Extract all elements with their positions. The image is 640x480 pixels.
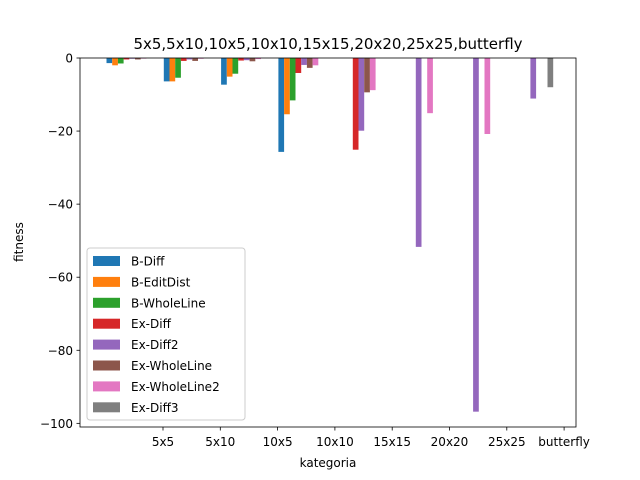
x-tick-label: butterfly bbox=[538, 435, 590, 449]
x-tick-label: 10x5 bbox=[263, 435, 293, 449]
x-axis-label: kategoria bbox=[300, 456, 357, 470]
bar bbox=[169, 58, 176, 82]
bar bbox=[352, 58, 359, 150]
bar bbox=[295, 58, 302, 73]
bar bbox=[364, 58, 370, 93]
x-tick-label: 10x10 bbox=[316, 435, 354, 449]
bar bbox=[192, 58, 198, 61]
bar bbox=[278, 58, 285, 152]
bar bbox=[306, 58, 313, 68]
y-tick-label: 0 bbox=[65, 52, 73, 66]
x-tick-label: 15x15 bbox=[373, 435, 411, 449]
bar bbox=[530, 58, 537, 99]
bar bbox=[175, 58, 181, 78]
legend-swatch bbox=[93, 339, 120, 350]
legend-label: Ex-Diff bbox=[131, 317, 172, 331]
bar bbox=[284, 58, 290, 115]
x-tick-label: 5x10 bbox=[205, 435, 235, 449]
bar bbox=[226, 58, 233, 77]
legend-label: Ex-WholeLine2 bbox=[131, 380, 220, 394]
legend-label: B-EditDist bbox=[131, 275, 191, 289]
axes-layer: 0 −20 −40 −60 −80 −100 5x5 5x10 10x5 10x10 15x15 20… bbox=[40, 52, 590, 450]
plot-frame bbox=[79, 57, 577, 428]
legend-swatch bbox=[93, 276, 120, 287]
bar bbox=[221, 58, 227, 85]
bar bbox=[117, 58, 124, 64]
legend-swatch bbox=[93, 360, 120, 371]
bar bbox=[186, 58, 193, 60]
bar bbox=[484, 58, 491, 134]
bar bbox=[547, 58, 554, 88]
legend-label: Ex-Diff3 bbox=[131, 401, 179, 415]
bar bbox=[243, 58, 250, 61]
x-tick-label: 20x20 bbox=[431, 435, 469, 449]
legend-label: Ex-WholeLine bbox=[131, 359, 212, 373]
legend-swatch bbox=[93, 402, 120, 413]
legend-label: Ex-Diff2 bbox=[131, 338, 179, 352]
legend-swatch bbox=[93, 318, 120, 329]
bar bbox=[163, 58, 170, 82]
legend: B-Diff B-EditDist B-WholeLine Ex-Diff Ex-Dif… bbox=[86, 247, 246, 421]
x-tick-label: 25x25 bbox=[488, 435, 526, 449]
y-tick-label: −100 bbox=[40, 417, 73, 431]
legend-swatch bbox=[93, 381, 120, 392]
y-tick-label: −40 bbox=[48, 198, 73, 212]
bar bbox=[289, 58, 296, 101]
y-tick-label: −60 bbox=[48, 271, 73, 285]
y-tick-label: −20 bbox=[48, 125, 73, 139]
bar bbox=[358, 58, 365, 131]
bars-layer bbox=[106, 58, 554, 412]
legend-swatch bbox=[93, 256, 120, 266]
legend-label: B-WholeLine bbox=[131, 296, 206, 310]
bar bbox=[232, 58, 239, 74]
bar bbox=[255, 58, 261, 60]
y-axis-label: fitness bbox=[12, 222, 26, 262]
bar bbox=[106, 58, 113, 64]
bar bbox=[135, 58, 141, 60]
legend-label: B-Diff bbox=[131, 255, 165, 269]
bar bbox=[369, 58, 376, 91]
bar bbox=[123, 58, 130, 60]
bar bbox=[249, 58, 256, 62]
bar bbox=[112, 58, 118, 66]
bar bbox=[180, 58, 187, 61]
bar bbox=[473, 58, 479, 412]
chart-title: 5x5,5x10,10x5,10x10,15x15,20x20,25x25,bu… bbox=[133, 35, 522, 53]
x-tick-label: 5x5 bbox=[152, 435, 174, 449]
y-tick-label: −80 bbox=[48, 344, 73, 358]
bar bbox=[301, 58, 307, 65]
bar bbox=[427, 58, 433, 114]
legend-swatch bbox=[93, 297, 120, 308]
bar bbox=[238, 58, 244, 61]
bar bbox=[312, 58, 319, 66]
bar bbox=[415, 58, 422, 247]
legend-box bbox=[86, 247, 246, 421]
